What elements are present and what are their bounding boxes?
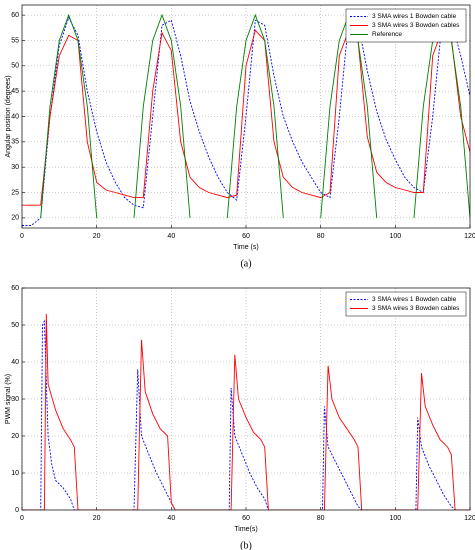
y-tick-label: 40: [11, 113, 19, 120]
plot-area: [22, 313, 470, 510]
y-tick-label: 25: [11, 189, 19, 196]
x-axis-label: Time(s): [234, 526, 257, 533]
plot-frame: [21, 287, 471, 511]
x-tick-label: 100: [389, 233, 401, 240]
y-tick-label: 10: [11, 470, 19, 477]
x-tick-label: 20: [93, 233, 101, 240]
x-tick-label: 60: [242, 233, 250, 240]
caption: (a): [240, 258, 251, 269]
x-tick-label: 120: [464, 233, 475, 240]
x-tick-label: 0: [20, 515, 24, 522]
legend-label: Reference: [372, 31, 402, 38]
x-tick-label: 80: [317, 233, 325, 240]
y-tick-label: 60: [11, 285, 19, 292]
y-axis-label: Angular position (degrees): [5, 75, 12, 157]
y-tick-label: 55: [11, 37, 19, 44]
y-tick-label: 30: [11, 396, 19, 403]
caption: (b): [240, 540, 252, 550]
y-axis-label: PWM signal (%): [5, 374, 12, 424]
x-axis-label: Time (s): [233, 244, 258, 251]
legend-label: 3 SMA wires 1 Bowden cable: [372, 296, 457, 303]
x-tick-label: 100: [389, 515, 401, 522]
x-tick-label: 40: [167, 233, 175, 240]
x-tick-label: 20: [93, 515, 101, 522]
y-tick-label: 0: [15, 507, 19, 514]
y-tick-label: 30: [11, 164, 19, 171]
plot-frame: [21, 4, 471, 229]
series-line: [40, 13, 470, 218]
plot-area: [22, 13, 470, 226]
y-tick-label: 40: [11, 359, 19, 366]
series-line: [22, 313, 470, 510]
x-tick-label: 120: [464, 515, 475, 522]
series-line: [22, 319, 470, 510]
y-tick-label: 45: [11, 88, 19, 95]
y-tick-label: 50: [11, 322, 19, 329]
x-tick-label: 60: [242, 515, 250, 522]
x-tick-label: 80: [317, 515, 325, 522]
y-tick-label: 20: [11, 433, 19, 440]
x-tick-label: 0: [20, 233, 24, 240]
legend-label: 3 SMA wires 1 Bowden cable: [372, 13, 457, 20]
series-line: [22, 29, 470, 206]
series-line: [22, 16, 470, 226]
y-tick-label: 20: [11, 215, 19, 222]
legend-label: 3 SMA wires 3 Bowden cables: [372, 22, 460, 29]
y-tick-label: 60: [11, 12, 19, 19]
y-tick-label: 35: [11, 139, 19, 146]
legend-label: 3 SMA wires 3 Bowden cables: [372, 305, 460, 312]
x-tick-label: 40: [167, 515, 175, 522]
legend-box: [345, 291, 467, 317]
y-tick-label: 50: [11, 63, 19, 70]
